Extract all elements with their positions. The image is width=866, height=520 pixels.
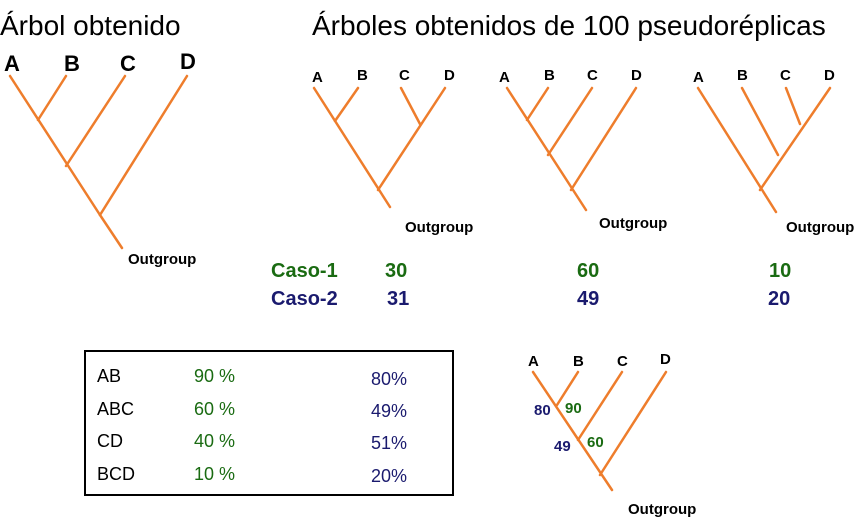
branch-d bbox=[758, 86, 832, 192]
replicate-tree-2 bbox=[505, 86, 638, 212]
taxon-label-a: A bbox=[499, 69, 510, 86]
taxon-label-d: D bbox=[631, 67, 642, 84]
branch-d-root bbox=[376, 86, 447, 192]
clade-name: AB bbox=[97, 366, 122, 386]
abc-support-caso1: 60 bbox=[587, 434, 604, 451]
branch-c bbox=[784, 86, 802, 126]
taxon-label-a: A bbox=[4, 51, 20, 76]
replicate-tree-3 bbox=[696, 86, 832, 214]
replicate-tree-1 bbox=[312, 86, 447, 209]
branch-c bbox=[546, 86, 594, 157]
outgroup-label: Outgroup bbox=[786, 219, 855, 236]
clade-frequency-table: AB 90 % 80% ABC 60 % 49% CD 40 % 51% BCD… bbox=[84, 350, 454, 496]
obtained-tree-title: Árbol obtenido bbox=[0, 10, 181, 41]
clade-caso1-freq: 90 % bbox=[194, 366, 236, 386]
taxon-label-d: D bbox=[444, 67, 455, 84]
branch-c bbox=[576, 370, 624, 442]
clade-caso2-freq: 20% bbox=[371, 466, 408, 486]
taxon-label-b: B bbox=[64, 51, 80, 76]
case-2-tree-3-count: 20 bbox=[768, 288, 791, 310]
branch-c bbox=[399, 86, 422, 126]
taxon-label-c: C bbox=[120, 51, 136, 76]
taxon-label-b: B bbox=[573, 353, 584, 370]
ab-support-caso2: 80 bbox=[534, 402, 551, 419]
branch-c bbox=[64, 74, 127, 168]
taxon-label-b: B bbox=[544, 67, 555, 84]
clade-caso1-freq: 40 % bbox=[194, 431, 236, 451]
clade-caso1-freq: 10 % bbox=[194, 464, 236, 484]
taxon-label-a: A bbox=[528, 353, 539, 370]
ab-support-caso1: 90 bbox=[565, 400, 582, 417]
clade-caso2-freq: 51% bbox=[371, 433, 408, 453]
branch-a-root bbox=[312, 86, 392, 209]
branch-b bbox=[555, 370, 580, 407]
branch-a-root bbox=[505, 86, 588, 212]
taxon-label-a: A bbox=[312, 69, 323, 86]
clade-name: BCD bbox=[97, 464, 136, 484]
branch-b bbox=[525, 86, 550, 122]
case-2-tree-2-count: 49 bbox=[577, 288, 600, 310]
branch-d bbox=[569, 86, 638, 192]
branch-outgroup bbox=[98, 213, 124, 250]
branch-a-root bbox=[696, 86, 778, 214]
case-2-label: Caso-2 bbox=[271, 288, 338, 310]
clade-caso1-freq: 60 % bbox=[194, 399, 236, 419]
clade-caso2-freq: 80% bbox=[371, 369, 408, 389]
case-1-label: Caso-1 bbox=[271, 260, 338, 282]
taxon-label-d: D bbox=[180, 49, 196, 74]
outgroup-label: Outgroup bbox=[599, 215, 668, 232]
outgroup-label: Outgroup bbox=[128, 251, 197, 268]
clade-name: CD bbox=[97, 431, 123, 451]
taxon-label-c: C bbox=[587, 67, 598, 84]
branch-b bbox=[36, 74, 68, 122]
taxon-label-b: B bbox=[357, 67, 368, 84]
case-1-tree-1-count: 30 bbox=[385, 260, 408, 282]
case-1-tree-2-count: 60 bbox=[577, 260, 600, 282]
abc-support-caso2: 49 bbox=[554, 438, 571, 455]
case-2-tree-1-count: 31 bbox=[387, 288, 410, 310]
taxon-label-c: C bbox=[780, 67, 791, 84]
outgroup-label: Outgroup bbox=[405, 219, 474, 236]
taxon-label-b: B bbox=[737, 67, 748, 84]
branch-d bbox=[598, 370, 668, 477]
branch-d bbox=[98, 74, 189, 217]
obtained-tree bbox=[8, 74, 189, 250]
branch-b bbox=[740, 86, 780, 157]
taxon-label-d: D bbox=[660, 351, 671, 368]
branch-a-root bbox=[8, 74, 102, 217]
clade-name: ABC bbox=[97, 399, 135, 419]
taxon-label-c: C bbox=[399, 67, 410, 84]
taxon-label-a: A bbox=[693, 69, 704, 86]
consensus-tree bbox=[531, 370, 668, 492]
taxon-label-d: D bbox=[824, 67, 835, 84]
replicate-trees-title: Árboles obtenidos de 100 pseudoréplicas bbox=[312, 10, 826, 41]
clade-caso2-freq: 49% bbox=[371, 401, 408, 421]
taxon-label-c: C bbox=[617, 353, 628, 370]
branch-b bbox=[333, 86, 360, 123]
outgroup-label: Outgroup bbox=[628, 501, 697, 518]
case-1-tree-3-count: 10 bbox=[769, 260, 792, 282]
branch-a-root bbox=[531, 370, 614, 492]
